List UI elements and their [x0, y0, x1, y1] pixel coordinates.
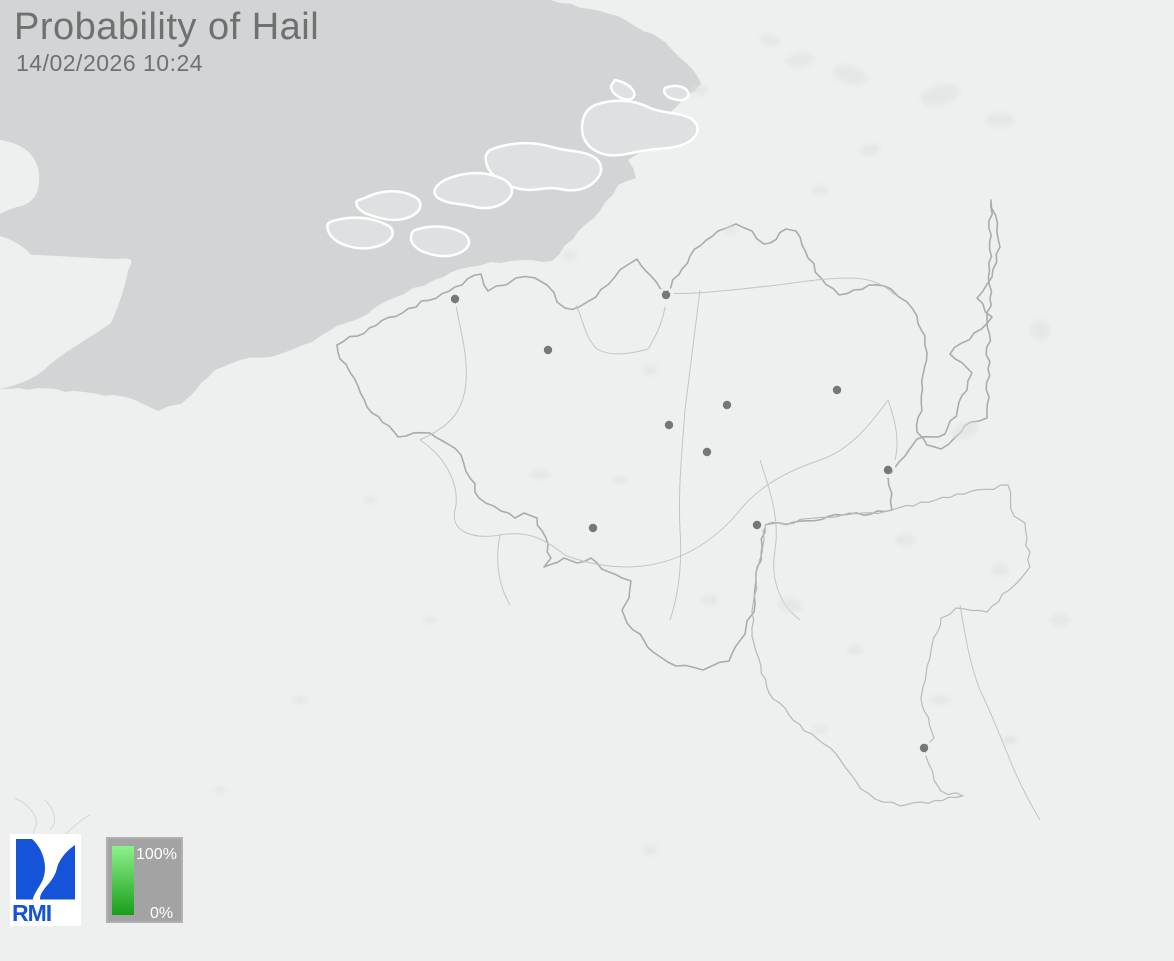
svg-text:0%: 0% [150, 905, 173, 922]
svg-text:RMI: RMI [12, 900, 51, 926]
svg-text:100%: 100% [136, 846, 177, 863]
